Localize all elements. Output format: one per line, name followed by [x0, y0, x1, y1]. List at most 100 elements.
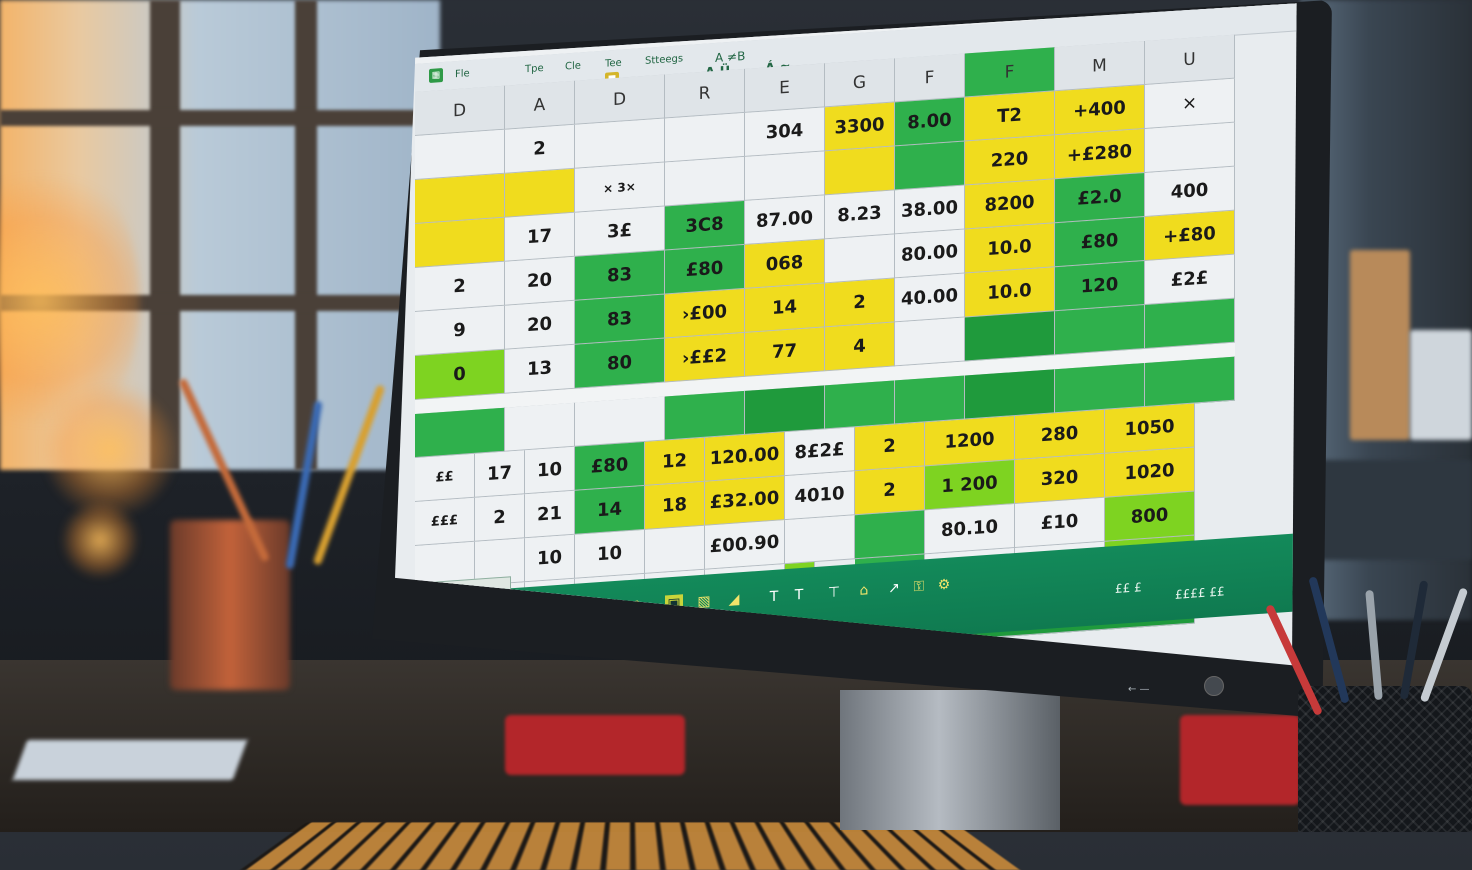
cell[interactable]: £2£	[1145, 255, 1235, 305]
cell[interactable]: 8.00	[895, 98, 965, 147]
power-button[interactable]	[1204, 676, 1224, 696]
cell[interactable]: £80	[575, 442, 645, 491]
cell[interactable]: 20	[505, 301, 575, 350]
cell[interactable]: 1020	[1105, 447, 1195, 497]
column-header[interactable]: D	[575, 75, 665, 125]
column-header[interactable]: D	[415, 86, 505, 136]
cell[interactable]	[895, 318, 965, 367]
settings-icon[interactable]: ⚙	[935, 575, 953, 594]
cell[interactable]	[1055, 305, 1145, 355]
cell[interactable]	[415, 174, 505, 224]
cell[interactable]: 20	[505, 257, 575, 306]
cell[interactable]	[1145, 123, 1235, 173]
cell[interactable]	[855, 510, 925, 559]
cell[interactable]: 10	[525, 447, 575, 494]
cell[interactable]: 800	[1105, 491, 1195, 541]
cell[interactable]	[785, 515, 855, 564]
cell[interactable]	[415, 218, 505, 268]
column-header[interactable]: R	[665, 69, 745, 119]
cell[interactable]	[505, 169, 575, 218]
cell[interactable]	[1055, 363, 1145, 413]
cell[interactable]: £32.00	[705, 476, 785, 526]
app-icon[interactable]: ▦	[429, 68, 443, 83]
cell[interactable]: 1200	[925, 416, 1015, 466]
cell[interactable]: 2	[475, 494, 525, 541]
cell[interactable]	[825, 380, 895, 429]
cell[interactable]	[665, 113, 745, 163]
menu-tee[interactable]: Tee	[605, 58, 622, 70]
cell[interactable]: 77	[745, 327, 825, 377]
cell[interactable]: 220	[965, 135, 1055, 185]
cell[interactable]: × 3×	[575, 163, 665, 213]
column-header[interactable]: M	[1055, 41, 1145, 91]
cell[interactable]: 2	[855, 466, 925, 515]
cell[interactable]: 83	[575, 251, 665, 301]
cell[interactable]: 2	[505, 125, 575, 174]
column-header[interactable]: F	[965, 47, 1055, 97]
window-control-icon[interactable]: ▦	[935, 4, 948, 21]
cell[interactable]: 1 200	[925, 460, 1015, 510]
cell[interactable]: ££	[415, 454, 475, 502]
column-header[interactable]: F	[895, 54, 965, 103]
cell[interactable]: £££	[415, 498, 475, 546]
cell[interactable]	[745, 151, 825, 201]
cell[interactable]: 80.10	[925, 504, 1015, 554]
cell[interactable]: 17	[505, 213, 575, 262]
cell[interactable]	[825, 234, 895, 283]
arrow-icon[interactable]: ↗	[885, 579, 903, 598]
cell[interactable]: 10	[575, 530, 645, 579]
cell[interactable]: ×	[1145, 79, 1235, 129]
cell[interactable]: 12	[645, 438, 705, 486]
menu-clear[interactable]: Cle	[565, 60, 581, 72]
tool-icon[interactable]: ⊤	[825, 583, 843, 602]
cell[interactable]: 2	[825, 278, 895, 327]
cell[interactable]	[965, 311, 1055, 361]
cell[interactable]: 87.00	[745, 195, 825, 245]
cell[interactable]: 280	[1015, 410, 1105, 460]
cell[interactable]: ›£00	[665, 289, 745, 339]
cell[interactable]: £2.0	[1055, 173, 1145, 223]
cell[interactable]: 21	[525, 491, 575, 538]
cell[interactable]: 8£2£	[785, 427, 855, 476]
bezel-button-icon[interactable]: ← —	[1128, 684, 1150, 695]
cell[interactable]: 14	[745, 283, 825, 333]
compare-button[interactable]: A ≠B	[715, 49, 745, 65]
cell[interactable]: 18	[645, 482, 705, 530]
ruler-icon[interactable]: ◢	[725, 590, 743, 609]
cell[interactable]: +400	[1055, 85, 1145, 135]
cell[interactable]	[505, 403, 575, 452]
cell[interactable]: 400	[1145, 167, 1235, 217]
cell[interactable]: 80	[575, 339, 665, 389]
cell[interactable]: £10	[1015, 498, 1105, 548]
cell[interactable]	[895, 376, 965, 425]
key-icon[interactable]: ⚿	[910, 577, 928, 596]
home-icon[interactable]: ⌂	[855, 581, 873, 600]
menu-file[interactable]: Fle	[455, 68, 470, 80]
text-icon[interactable]: T	[790, 586, 808, 605]
cell[interactable]: 4	[825, 322, 895, 371]
cell[interactable]	[965, 369, 1055, 419]
cell[interactable]	[415, 130, 505, 180]
cell[interactable]: 8200	[965, 179, 1055, 229]
cell[interactable]	[665, 391, 745, 441]
column-header[interactable]: A	[505, 81, 575, 130]
cell[interactable]: £80	[1055, 217, 1145, 267]
column-header[interactable]: G	[825, 58, 895, 107]
cell[interactable]	[645, 526, 705, 574]
cell[interactable]	[825, 146, 895, 195]
cell[interactable]: +£80	[1145, 211, 1235, 261]
column-header[interactable]: U	[1145, 35, 1235, 85]
cell[interactable]: 120	[1055, 261, 1145, 311]
cell[interactable]: 10.0	[965, 223, 1055, 273]
cell[interactable]: 4010	[785, 471, 855, 520]
cell[interactable]: 9	[415, 306, 505, 356]
cell[interactable]: 17	[475, 450, 525, 497]
cell[interactable]: 38.00	[895, 186, 965, 235]
cell[interactable]: 3£	[575, 207, 665, 257]
cell[interactable]: 10	[525, 535, 575, 582]
cell[interactable]: 10.0	[965, 267, 1055, 317]
cell[interactable]: £80	[665, 245, 745, 295]
cell[interactable]	[895, 142, 965, 191]
cell[interactable]: 13	[505, 345, 575, 394]
menu-type[interactable]: Tpe	[525, 63, 544, 75]
